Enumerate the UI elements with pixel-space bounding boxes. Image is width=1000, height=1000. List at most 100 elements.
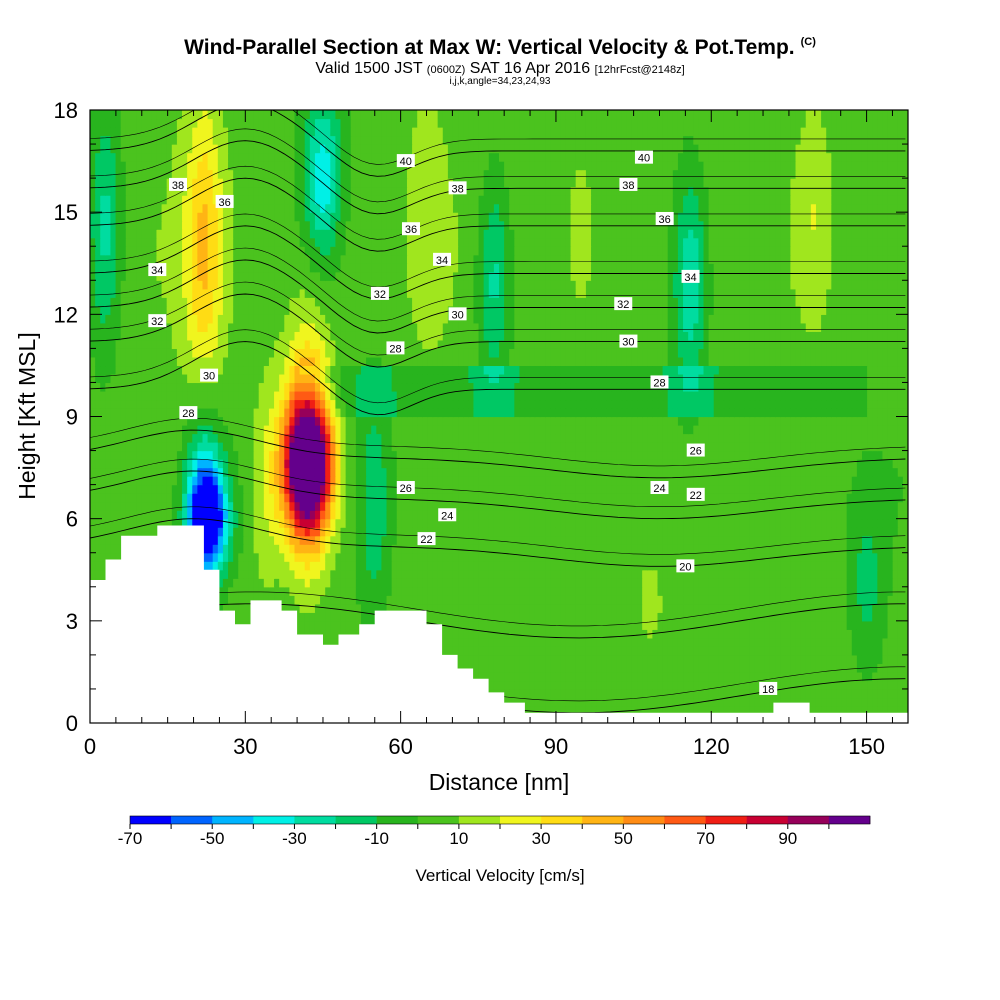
velocity-cell [468,603,475,613]
velocity-cell [841,680,848,690]
velocity-cell [805,535,812,545]
velocity-cell [851,484,858,494]
velocity-cell [780,476,786,486]
velocity-cell [877,510,884,520]
velocity-cell [764,697,771,707]
velocity-cell [647,569,653,579]
velocity-cell [621,493,628,503]
velocity-cell [688,586,694,596]
velocity-cell [136,518,142,528]
velocity-cell [815,654,822,664]
velocity-cell [565,612,572,622]
velocity-cell [836,595,843,605]
velocity-cell [744,688,751,699]
velocity-cell [376,510,383,520]
velocity-cell [764,595,771,605]
velocity-cell [739,535,745,545]
velocity-cell [309,595,316,605]
velocity-cell [790,595,797,605]
velocity-cell [775,544,781,554]
velocity-cell [744,527,751,537]
velocity-cell [815,663,822,673]
velocity-cell [606,544,613,554]
velocity-cell [606,688,613,699]
velocity-cell [902,603,908,613]
velocity-cell [545,552,551,562]
velocity-cell [815,603,822,613]
velocity-cell [652,680,659,690]
velocity-cell [309,493,316,503]
velocity-cell [897,595,904,605]
velocity-cell [810,654,817,664]
velocity-cell [473,637,480,647]
velocity-cell [821,484,827,494]
velocity-cell [846,637,853,647]
velocity-cell [458,484,464,494]
velocity-cell [524,459,531,469]
velocity-cell [744,603,751,613]
velocity-cell [749,569,756,579]
velocity-cell [463,637,469,647]
velocity-cell [222,603,229,613]
velocity-cell [263,561,270,571]
velocity-cell [90,544,96,554]
velocity-cell [591,578,597,588]
velocity-cell [381,518,388,528]
velocity-cell [621,501,628,511]
velocity-cell [171,450,178,460]
velocity-cell [585,535,592,545]
velocity-cell [478,671,485,682]
velocity-cell [872,705,878,716]
velocity-cell [488,552,495,562]
velocity-cell [483,637,490,647]
velocity-cell [718,671,725,682]
velocity-cell [754,459,761,469]
velocity-cell [616,688,623,699]
velocity-cell [560,663,567,673]
velocity-cell [713,663,720,673]
velocity-cell [320,544,326,554]
velocity-cell [826,484,832,494]
velocity-cell [657,671,664,682]
velocity-cell [688,688,694,699]
velocity-cell [657,603,664,613]
velocity-cell [652,705,659,716]
velocity-cell [340,595,347,605]
velocity-cell [100,535,106,545]
velocity-cell [580,561,587,571]
velocity-cell [555,459,561,469]
velocity-cell [831,680,838,690]
velocity-cell [800,671,807,682]
velocity-cell [575,493,582,503]
velocity-cell [325,620,331,630]
velocity-cell [887,654,894,664]
velocity-cell [795,671,802,682]
velocity-cell [872,476,878,486]
velocity-cell [243,518,250,528]
velocity-cell [902,467,908,477]
velocity-cell [749,484,756,494]
velocity-cell [769,569,776,579]
velocity-cell [258,578,265,588]
velocity-cell [524,637,531,647]
velocity-cell [412,578,418,588]
velocity-cell [545,595,551,605]
velocity-cell [519,459,526,469]
velocity-cell [396,578,403,588]
velocity-cell [749,654,756,664]
velocity-cell [677,493,684,503]
velocity-cell [320,612,326,622]
velocity-cell [739,578,745,588]
velocity-cell [703,552,710,562]
velocity-cell [314,620,321,630]
velocity-cell [539,654,546,664]
velocity-cell [739,544,745,554]
velocity-cell [391,501,398,511]
velocity-cell [662,603,669,613]
velocity-cell [539,612,546,622]
velocity-cell [846,705,853,716]
velocity-cell [821,493,827,503]
velocity-cell [534,586,541,596]
velocity-cell [861,688,868,699]
velocity-cell [683,544,689,554]
